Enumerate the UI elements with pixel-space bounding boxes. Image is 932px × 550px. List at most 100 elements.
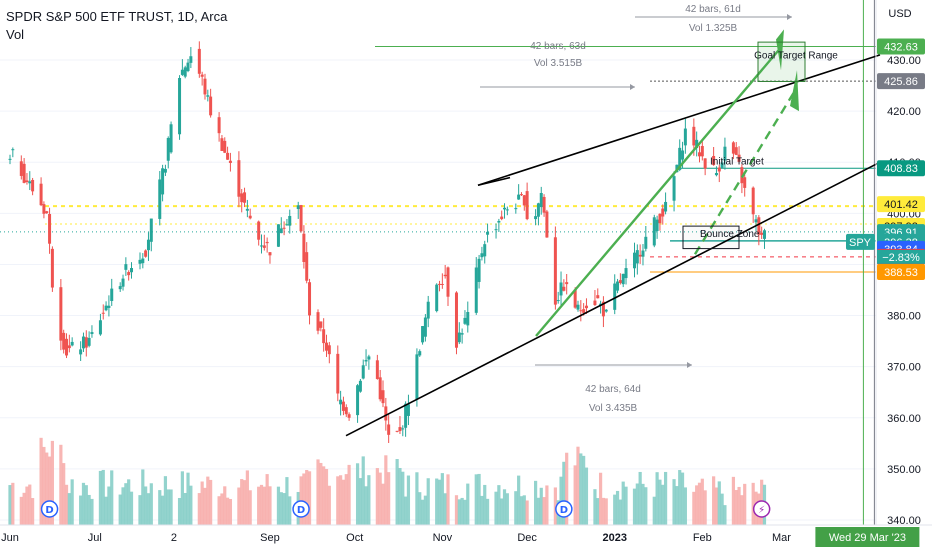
candle — [209, 96, 213, 116]
bounce-zone-box — [682, 225, 740, 250]
price-label: 388.53 — [884, 267, 918, 279]
volume-bar — [347, 464, 351, 525]
candle — [505, 209, 509, 211]
candle — [203, 78, 207, 95]
volume-bar — [485, 498, 490, 525]
candle — [404, 403, 408, 428]
candle — [500, 216, 504, 220]
volume-bar — [341, 479, 346, 525]
volume-bar — [245, 470, 249, 525]
candle — [285, 224, 289, 226]
volume-bar — [624, 486, 628, 525]
candle — [39, 183, 43, 206]
volume-bar — [692, 491, 696, 525]
range-measure-arrowhead — [787, 14, 792, 20]
volume-bar — [658, 479, 662, 525]
volume-bar — [675, 486, 679, 525]
volume-bar — [387, 472, 391, 525]
volume-bar — [703, 490, 707, 525]
candle — [228, 160, 232, 163]
volume-bar — [146, 493, 151, 525]
candle — [8, 158, 12, 160]
candle — [559, 282, 563, 296]
volume-bar — [621, 481, 625, 525]
candle — [186, 62, 190, 72]
candle — [635, 250, 639, 264]
volume-bar — [712, 476, 716, 525]
candle — [695, 139, 699, 149]
volume-bar — [443, 493, 447, 525]
candle — [161, 168, 165, 195]
candle — [248, 215, 252, 219]
upper-trendline — [477, 54, 881, 186]
candle — [245, 208, 249, 211]
volume-bar — [101, 469, 105, 525]
time-tick-label: Feb — [693, 532, 712, 544]
volume-bar — [731, 476, 736, 525]
volume-bar — [149, 483, 153, 525]
candle — [141, 258, 145, 264]
time-tick-label: 2023 — [602, 532, 626, 544]
volume-bar — [700, 478, 704, 525]
time-tick-label: 2 — [171, 532, 177, 544]
candle — [163, 168, 167, 173]
candle — [443, 274, 447, 277]
candle — [322, 329, 326, 344]
volume-bar — [240, 479, 244, 525]
volume-bar — [604, 498, 608, 525]
candle — [302, 233, 306, 263]
annotations: Goal Target Range Bounce Zone Initial Targ… — [345, 4, 881, 437]
candle — [401, 428, 405, 430]
volume-bar — [717, 481, 721, 525]
goal-target-range-label: Goal Target Range — [754, 50, 838, 61]
candle — [305, 252, 309, 281]
candle — [579, 310, 583, 312]
candle — [638, 254, 642, 257]
volume-bar — [305, 469, 309, 525]
volume-bar — [64, 484, 69, 525]
candle — [361, 365, 365, 379]
volume-bar — [160, 495, 165, 525]
candle — [138, 259, 142, 264]
candle — [542, 196, 546, 213]
candle — [421, 326, 425, 343]
time-tick-label: Mar — [772, 532, 791, 544]
volume-bar — [601, 497, 606, 525]
price-label-bg — [877, 160, 925, 177]
volume-bar — [579, 453, 583, 525]
volume-bar — [655, 472, 659, 525]
candle — [454, 292, 458, 348]
range-vol-label: Vol 1.325B — [689, 23, 738, 34]
volume-bar — [463, 499, 467, 525]
volume-bar — [324, 469, 329, 525]
candle — [672, 176, 676, 201]
price-tick-label: 340.00 — [887, 515, 921, 527]
volume-bar — [259, 484, 264, 525]
candle — [477, 258, 481, 282]
volume-bar — [209, 479, 213, 525]
volume-bar — [186, 472, 190, 525]
volume-bar — [542, 497, 546, 525]
volume-bar — [322, 466, 326, 525]
candle — [700, 146, 704, 157]
candle — [415, 354, 419, 400]
volume-bar — [166, 489, 170, 525]
volume-bar — [539, 487, 543, 525]
candle — [757, 217, 761, 235]
candle — [604, 309, 608, 312]
volume-bar — [576, 446, 580, 525]
time-tick-label: Dec — [517, 532, 537, 544]
candle — [503, 207, 507, 210]
candle — [740, 167, 744, 184]
volume-bar — [378, 472, 382, 525]
projection-arrow — [535, 49, 780, 337]
candle — [378, 377, 382, 400]
volume-bar — [663, 471, 668, 525]
candle — [375, 360, 379, 379]
volume-bar — [522, 495, 526, 525]
volume-bar — [344, 474, 348, 525]
volume-bar — [683, 487, 687, 525]
candle — [110, 288, 114, 301]
candle — [514, 208, 518, 210]
